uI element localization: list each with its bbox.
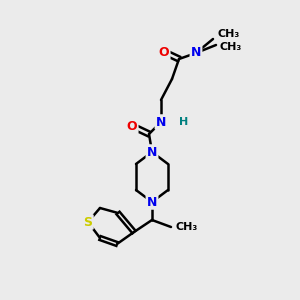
Text: N: N [147, 196, 157, 208]
Text: N: N [147, 146, 157, 158]
Text: N: N [156, 116, 166, 128]
Text: O: O [127, 119, 137, 133]
Text: N: N [191, 46, 201, 59]
Text: CH₃: CH₃ [217, 29, 239, 39]
Text: CH₃: CH₃ [175, 222, 197, 232]
Text: H: H [179, 117, 188, 127]
Text: CH₃: CH₃ [220, 42, 242, 52]
Text: O: O [159, 46, 169, 59]
Text: S: S [83, 215, 92, 229]
